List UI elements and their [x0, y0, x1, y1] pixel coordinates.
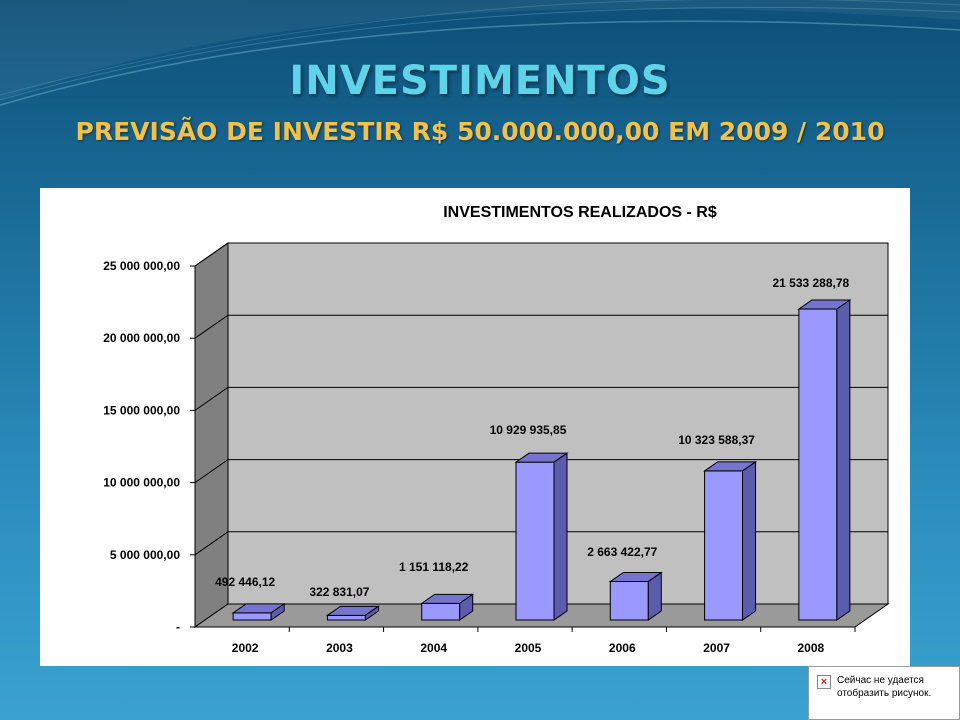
data-label-2003: 322 831,07 [309, 585, 369, 599]
bar-side-2007 [742, 460, 757, 621]
y-tick-label: 15 000 000,00 [103, 403, 180, 417]
bar-2002 [232, 612, 272, 621]
bar-side-2005 [553, 452, 568, 621]
y-tick-label: - [176, 620, 180, 634]
bar-side-2004 [459, 593, 474, 621]
data-label-2008: 21 533 288,78 [772, 276, 849, 290]
gridline [194, 531, 888, 556]
x-tick-label: 2005 [515, 641, 542, 655]
data-label-2005: 10 929 935,85 [490, 423, 567, 437]
broken-image-text: Сейчас не удается отобразить рисунок. [837, 675, 932, 699]
bar-side-2003 [364, 605, 379, 621]
broken-image-icon: × [817, 675, 831, 689]
x-tick-label: 2002 [232, 641, 259, 655]
background-swoosh [0, 0, 960, 106]
gridline [194, 386, 888, 411]
bar-2003 [326, 614, 366, 621]
x-tick-label: 2008 [798, 641, 825, 655]
y-tick-label: 10 000 000,00 [103, 476, 180, 490]
bar-2006 [609, 581, 649, 621]
y-tick-label: 5 000 000,00 [110, 548, 180, 562]
bar-2008 [798, 308, 838, 621]
bar-side-2006 [647, 571, 662, 621]
broken-image-placeholder: × Сейчас не удается отобразить рисунок. [808, 666, 960, 720]
gridline [194, 242, 888, 267]
y-tick-label: 25 000 000,00 [103, 259, 180, 273]
data-label-2007: 10 323 588,37 [678, 433, 755, 447]
x-tick-label: 2007 [703, 641, 730, 655]
chart-title: INVESTIMENTOS REALIZADOS - R$ [443, 204, 717, 221]
slide-subtitle: PREVISÃO DE INVESTIR R$ 50.000.000,00 EM… [75, 117, 885, 146]
gridline [194, 459, 888, 484]
bar-side-2002 [270, 602, 285, 621]
bar-side-2008 [836, 299, 851, 621]
slide-title: INVESTIMENTOS [289, 58, 671, 104]
side-wall [194, 242, 229, 628]
data-label-2004: 1 151 118,22 [399, 560, 469, 574]
y-tick-label: 20 000 000,00 [103, 331, 180, 345]
bar-2004 [421, 602, 461, 621]
x-tick-label: 2003 [326, 641, 353, 655]
x-tick-label: 2004 [420, 641, 447, 655]
bar-2005 [515, 461, 555, 621]
data-label-2006: 2 663 422,77 [587, 545, 657, 559]
data-label-2002: 492 446,12 [215, 575, 275, 589]
gridline [194, 314, 888, 339]
bar-2007 [704, 470, 744, 621]
x-tick-label: 2006 [609, 641, 636, 655]
